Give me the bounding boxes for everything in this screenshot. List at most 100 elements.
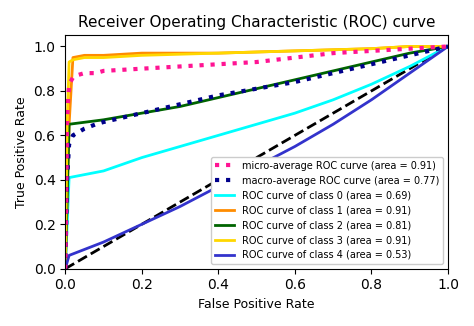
ROC curve of class 3 (area = 0.91) bbox=[407, 44, 412, 48]
macro-average ROC curve (area = 0.77) bbox=[445, 44, 451, 48]
micro-average ROC curve (area = 0.91) bbox=[74, 73, 80, 77]
ROC curve of class 3 (area = 0.91) bbox=[100, 56, 106, 60]
ROC curve of class 3 (area = 0.91) bbox=[70, 58, 76, 62]
micro-average ROC curve (area = 0.91) bbox=[139, 67, 145, 71]
micro-average ROC curve (area = 0.91) bbox=[330, 51, 336, 55]
ROC curve of class 1 (area = 0.91) bbox=[292, 49, 298, 53]
macro-average ROC curve (area = 0.77) bbox=[254, 87, 259, 91]
micro-average ROC curve (area = 0.91) bbox=[369, 49, 374, 53]
macro-average ROC curve (area = 0.77) bbox=[82, 127, 87, 131]
ROC curve of class 3 (area = 0.91) bbox=[139, 53, 145, 57]
Title: Receiver Operating Characteristic (ROC) curve: Receiver Operating Characteristic (ROC) … bbox=[78, 15, 436, 30]
ROC curve of class 2 (area = 0.81) bbox=[369, 60, 374, 64]
ROC curve of class 0 (area = 0.69) bbox=[177, 144, 183, 148]
micro-average ROC curve (area = 0.91) bbox=[292, 56, 298, 60]
macro-average ROC curve (area = 0.77) bbox=[407, 53, 412, 57]
ROC curve of class 0 (area = 0.69) bbox=[445, 44, 451, 48]
ROC curve of class 2 (area = 0.81) bbox=[330, 69, 336, 73]
ROC curve of class 0 (area = 0.69) bbox=[63, 267, 68, 271]
macro-average ROC curve (area = 0.77) bbox=[63, 267, 68, 271]
ROC curve of class 4 (area = 0.53) bbox=[63, 267, 68, 271]
ROC curve of class 4 (area = 0.53) bbox=[369, 98, 374, 102]
macro-average ROC curve (area = 0.77) bbox=[139, 111, 145, 115]
macro-average ROC curve (area = 0.77) bbox=[64, 176, 70, 180]
ROC curve of class 4 (area = 0.53) bbox=[330, 122, 336, 126]
micro-average ROC curve (area = 0.91) bbox=[66, 82, 72, 86]
ROC curve of class 1 (area = 0.91) bbox=[445, 44, 451, 48]
Line: macro-average ROC curve (area = 0.77): macro-average ROC curve (area = 0.77) bbox=[65, 46, 448, 269]
ROC curve of class 0 (area = 0.69) bbox=[330, 98, 336, 102]
ROC curve of class 4 (area = 0.53) bbox=[177, 204, 183, 208]
ROC curve of class 1 (area = 0.91) bbox=[70, 56, 76, 60]
ROC curve of class 0 (area = 0.69) bbox=[66, 176, 72, 180]
micro-average ROC curve (area = 0.91) bbox=[445, 44, 451, 48]
ROC curve of class 1 (area = 0.91) bbox=[369, 47, 374, 51]
ROC curve of class 0 (area = 0.69) bbox=[369, 82, 374, 86]
ROC curve of class 2 (area = 0.81) bbox=[177, 105, 183, 109]
ROC curve of class 1 (area = 0.91) bbox=[66, 122, 72, 126]
ROC curve of class 2 (area = 0.81) bbox=[254, 87, 259, 91]
ROC curve of class 1 (area = 0.91) bbox=[82, 53, 87, 57]
ROC curve of class 0 (area = 0.69) bbox=[100, 169, 106, 173]
ROC curve of class 3 (area = 0.91) bbox=[82, 56, 87, 60]
ROC curve of class 3 (area = 0.91) bbox=[369, 47, 374, 51]
ROC curve of class 1 (area = 0.91) bbox=[139, 51, 145, 55]
ROC curve of class 2 (area = 0.81) bbox=[216, 96, 221, 99]
ROC curve of class 4 (area = 0.53) bbox=[254, 165, 259, 169]
ROC curve of class 2 (area = 0.81) bbox=[63, 267, 68, 271]
micro-average ROC curve (area = 0.91) bbox=[177, 65, 183, 68]
X-axis label: False Positive Rate: False Positive Rate bbox=[199, 298, 315, 311]
ROC curve of class 3 (area = 0.91) bbox=[216, 51, 221, 55]
micro-average ROC curve (area = 0.91) bbox=[93, 71, 99, 75]
ROC curve of class 1 (area = 0.91) bbox=[100, 53, 106, 57]
ROC curve of class 4 (area = 0.53) bbox=[407, 71, 412, 75]
ROC curve of class 0 (area = 0.69) bbox=[254, 122, 259, 126]
ROC curve of class 2 (area = 0.81) bbox=[445, 44, 451, 48]
ROC curve of class 3 (area = 0.91) bbox=[63, 267, 68, 271]
ROC curve of class 4 (area = 0.53) bbox=[100, 240, 106, 244]
Legend: micro-average ROC curve (area = 0.91), macro-average ROC curve (area = 0.77), RO: micro-average ROC curve (area = 0.91), m… bbox=[211, 157, 443, 264]
ROC curve of class 2 (area = 0.81) bbox=[139, 111, 145, 115]
ROC curve of class 4 (area = 0.53) bbox=[66, 253, 72, 257]
macro-average ROC curve (area = 0.77) bbox=[70, 133, 76, 137]
macro-average ROC curve (area = 0.77) bbox=[216, 93, 221, 97]
ROC curve of class 3 (area = 0.91) bbox=[292, 49, 298, 53]
macro-average ROC curve (area = 0.77) bbox=[330, 71, 336, 75]
macro-average ROC curve (area = 0.77) bbox=[74, 131, 80, 135]
ROC curve of class 3 (area = 0.91) bbox=[445, 44, 451, 48]
micro-average ROC curve (area = 0.91) bbox=[82, 71, 87, 75]
ROC curve of class 0 (area = 0.69) bbox=[216, 133, 221, 137]
micro-average ROC curve (area = 0.91) bbox=[63, 267, 68, 271]
ROC curve of class 3 (area = 0.91) bbox=[66, 60, 72, 64]
Line: micro-average ROC curve (area = 0.91): micro-average ROC curve (area = 0.91) bbox=[65, 46, 448, 269]
ROC curve of class 2 (area = 0.81) bbox=[66, 122, 72, 126]
ROC curve of class 4 (area = 0.53) bbox=[445, 44, 451, 48]
macro-average ROC curve (area = 0.77) bbox=[177, 102, 183, 106]
ROC curve of class 0 (area = 0.69) bbox=[292, 111, 298, 115]
micro-average ROC curve (area = 0.91) bbox=[64, 116, 70, 120]
Line: ROC curve of class 4 (area = 0.53): ROC curve of class 4 (area = 0.53) bbox=[65, 46, 448, 269]
Line: ROC curve of class 3 (area = 0.91): ROC curve of class 3 (area = 0.91) bbox=[65, 46, 448, 269]
ROC curve of class 1 (area = 0.91) bbox=[216, 51, 221, 55]
ROC curve of class 1 (area = 0.91) bbox=[407, 44, 412, 48]
ROC curve of class 0 (area = 0.69) bbox=[407, 65, 412, 68]
micro-average ROC curve (area = 0.91) bbox=[70, 76, 76, 80]
macro-average ROC curve (area = 0.77) bbox=[66, 142, 72, 146]
ROC curve of class 4 (area = 0.53) bbox=[139, 222, 145, 226]
ROC curve of class 2 (area = 0.81) bbox=[100, 118, 106, 122]
Line: ROC curve of class 0 (area = 0.69): ROC curve of class 0 (area = 0.69) bbox=[65, 46, 448, 269]
macro-average ROC curve (area = 0.77) bbox=[369, 62, 374, 66]
micro-average ROC curve (area = 0.91) bbox=[216, 62, 221, 66]
ROC curve of class 0 (area = 0.69) bbox=[139, 156, 145, 159]
Line: ROC curve of class 2 (area = 0.81): ROC curve of class 2 (area = 0.81) bbox=[65, 46, 448, 269]
macro-average ROC curve (area = 0.77) bbox=[100, 120, 106, 124]
ROC curve of class 1 (area = 0.91) bbox=[63, 267, 68, 271]
micro-average ROC curve (area = 0.91) bbox=[407, 47, 412, 51]
ROC curve of class 4 (area = 0.53) bbox=[216, 185, 221, 188]
Line: ROC curve of class 1 (area = 0.91): ROC curve of class 1 (area = 0.91) bbox=[65, 46, 448, 269]
macro-average ROC curve (area = 0.77) bbox=[93, 122, 99, 126]
ROC curve of class 2 (area = 0.81) bbox=[407, 51, 412, 55]
Y-axis label: True Positive Rate: True Positive Rate bbox=[15, 96, 28, 208]
macro-average ROC curve (area = 0.77) bbox=[292, 80, 298, 84]
ROC curve of class 2 (area = 0.81) bbox=[292, 78, 298, 82]
